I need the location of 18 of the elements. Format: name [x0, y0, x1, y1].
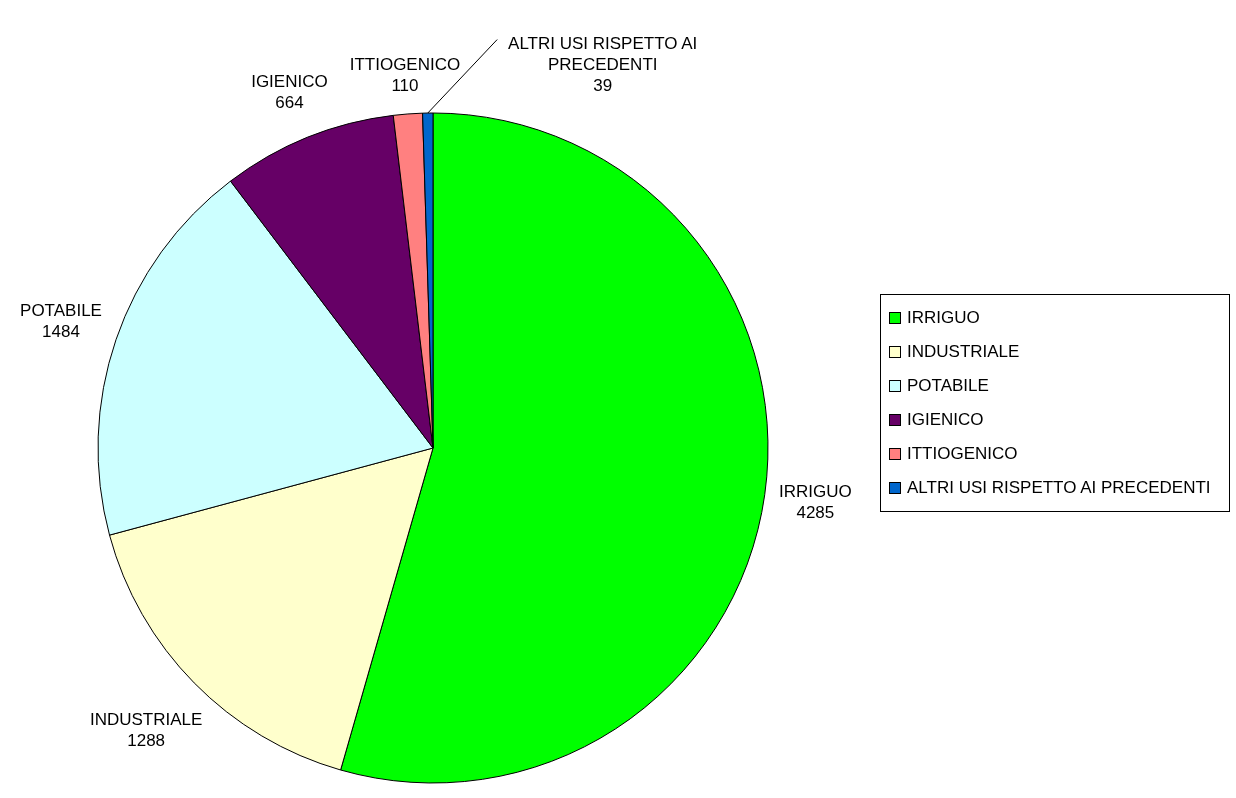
legend-label: IRRIGUO	[906, 307, 981, 329]
slice-label: INDUSTRIALE	[89, 709, 203, 729]
data-label: 664	[275, 93, 304, 113]
data-label: 39	[593, 76, 613, 96]
data-label: 110	[391, 75, 419, 95]
legend-label: ALTRI USI RISPETTO AI PRECEDENTI	[906, 477, 1212, 499]
data-label: 1484	[42, 321, 80, 341]
slice-label: POTABILE	[20, 300, 102, 320]
legend-label: INDUSTRIALE	[906, 341, 1021, 363]
data-label: 4285	[796, 502, 835, 522]
slice-label: IGIENICO	[251, 72, 328, 92]
slice-label: IRRIGUO	[778, 481, 852, 501]
legend-label: POTABILE	[906, 375, 990, 397]
data-label: 1288	[127, 730, 166, 750]
legend-label: IGIENICO	[906, 409, 985, 431]
legend-label: ITTIOGENICO	[906, 443, 1019, 465]
slice-label: ITTIOGENICO	[349, 54, 461, 74]
slice-label: ALTRI USI RISPETTO AI PRECEDENTI	[508, 34, 698, 75]
